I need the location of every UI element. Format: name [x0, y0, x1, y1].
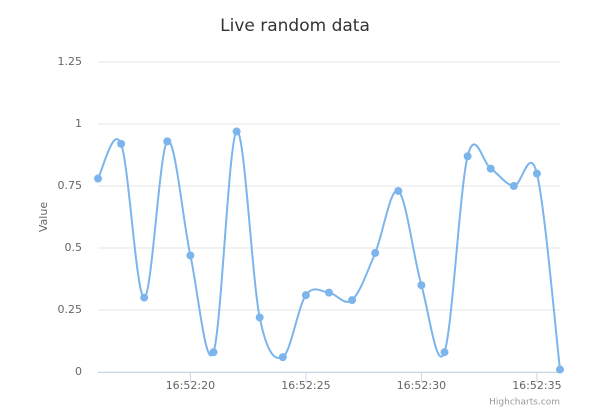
point	[163, 137, 172, 146]
credits[interactable]: Highcharts.com	[489, 398, 560, 408]
point	[255, 313, 264, 322]
point	[325, 288, 333, 297]
x-tick-label: 16:52:25	[281, 379, 330, 392]
point	[278, 353, 287, 362]
chart-title: Live random data	[220, 16, 370, 36]
point	[209, 348, 218, 357]
point	[117, 139, 126, 148]
point	[556, 365, 564, 374]
y-tick-label: 0.5	[65, 241, 83, 254]
point	[371, 248, 380, 257]
point	[509, 182, 518, 190]
x-tick-label: 16:52:30	[397, 379, 446, 392]
x-tick-label: 16:52:20	[166, 379, 215, 392]
point	[417, 281, 426, 290]
point	[140, 293, 149, 302]
y-tick-label: 0.75	[58, 179, 83, 192]
x-tick-label: 16:52:35	[512, 379, 561, 392]
point	[486, 164, 495, 173]
point	[186, 251, 195, 260]
point	[301, 291, 310, 300]
point	[94, 174, 102, 183]
point	[463, 152, 472, 161]
y-axis-label: Value	[37, 202, 50, 232]
y-tick-label: 0	[75, 365, 82, 378]
y-tick-label: 1.25	[58, 55, 83, 68]
y-tick-label: 1	[75, 117, 82, 130]
point	[348, 296, 357, 305]
point	[394, 186, 403, 195]
y-tick-label: 0.25	[58, 303, 83, 316]
point	[532, 169, 541, 178]
point	[440, 348, 449, 357]
point	[232, 127, 241, 136]
